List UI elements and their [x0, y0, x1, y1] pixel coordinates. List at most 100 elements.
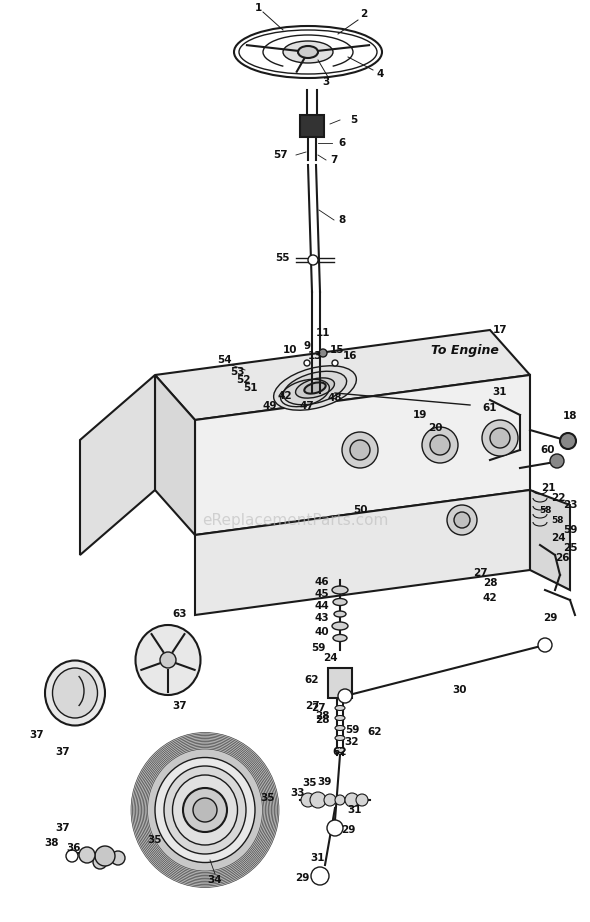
- Text: 62: 62: [368, 727, 382, 737]
- Text: 1: 1: [254, 3, 261, 13]
- Text: 50: 50: [353, 505, 367, 515]
- Circle shape: [160, 652, 176, 668]
- Text: 54: 54: [218, 355, 232, 365]
- Text: 9: 9: [303, 341, 310, 351]
- Text: 59: 59: [345, 725, 359, 735]
- Polygon shape: [195, 490, 530, 615]
- Text: 42: 42: [278, 391, 292, 401]
- Text: 60: 60: [541, 445, 555, 455]
- Circle shape: [324, 794, 336, 806]
- Circle shape: [430, 435, 450, 455]
- Text: To Engine: To Engine: [431, 344, 499, 357]
- Circle shape: [308, 255, 318, 265]
- Text: 31: 31: [348, 805, 362, 815]
- Circle shape: [550, 454, 564, 468]
- Ellipse shape: [335, 736, 345, 740]
- Text: 21: 21: [541, 483, 555, 493]
- Text: 47: 47: [300, 401, 314, 411]
- Text: eReplacementParts.com: eReplacementParts.com: [202, 513, 388, 527]
- Text: 31: 31: [493, 387, 507, 397]
- Text: 17: 17: [493, 325, 507, 335]
- Text: 28: 28: [483, 578, 497, 588]
- Text: 28: 28: [314, 715, 329, 725]
- Text: 29: 29: [295, 873, 309, 883]
- Text: 49: 49: [263, 401, 277, 411]
- Ellipse shape: [53, 668, 97, 718]
- Ellipse shape: [333, 634, 347, 642]
- Circle shape: [482, 420, 518, 456]
- Text: 62: 62: [305, 675, 319, 685]
- Text: 61: 61: [483, 403, 497, 413]
- Text: 19: 19: [413, 410, 427, 420]
- Text: 30: 30: [453, 685, 467, 695]
- Ellipse shape: [136, 625, 201, 695]
- Circle shape: [338, 689, 352, 703]
- Ellipse shape: [283, 372, 347, 405]
- Text: 22: 22: [550, 493, 565, 503]
- Text: 40: 40: [314, 627, 329, 637]
- Text: 37: 37: [55, 747, 70, 757]
- Text: 48: 48: [327, 393, 342, 403]
- Ellipse shape: [164, 766, 246, 854]
- Ellipse shape: [45, 660, 105, 726]
- Polygon shape: [155, 330, 530, 420]
- Text: 59: 59: [563, 525, 577, 535]
- Text: 39: 39: [318, 777, 332, 787]
- Text: 15: 15: [330, 345, 344, 355]
- Circle shape: [356, 794, 368, 806]
- Circle shape: [560, 433, 576, 449]
- FancyBboxPatch shape: [328, 668, 352, 698]
- Text: 10: 10: [283, 345, 297, 355]
- Text: 53: 53: [230, 367, 244, 377]
- Ellipse shape: [335, 705, 345, 711]
- Polygon shape: [530, 490, 570, 590]
- Text: 63: 63: [173, 609, 187, 619]
- Text: 3: 3: [322, 77, 330, 87]
- Text: 58: 58: [540, 505, 552, 514]
- Text: 6: 6: [339, 138, 346, 148]
- Text: 26: 26: [555, 553, 569, 563]
- Circle shape: [93, 855, 107, 869]
- Circle shape: [95, 846, 115, 866]
- Text: 43: 43: [314, 613, 329, 623]
- Text: 18: 18: [563, 411, 577, 421]
- Text: 5: 5: [350, 115, 358, 125]
- Ellipse shape: [334, 611, 346, 617]
- Circle shape: [193, 798, 217, 822]
- Polygon shape: [80, 375, 155, 555]
- Circle shape: [66, 850, 78, 862]
- Ellipse shape: [274, 366, 356, 410]
- Text: 27: 27: [304, 701, 319, 711]
- Text: 37: 37: [55, 823, 70, 833]
- Ellipse shape: [296, 378, 335, 398]
- Text: 35: 35: [303, 778, 317, 788]
- Ellipse shape: [332, 622, 348, 630]
- Circle shape: [447, 505, 477, 535]
- Ellipse shape: [335, 715, 345, 720]
- Circle shape: [311, 867, 329, 885]
- Text: 29: 29: [543, 613, 557, 623]
- Text: 52: 52: [236, 375, 250, 385]
- Ellipse shape: [298, 46, 318, 58]
- Text: 42: 42: [483, 593, 497, 603]
- Ellipse shape: [155, 758, 255, 862]
- Circle shape: [342, 432, 378, 468]
- Text: 24: 24: [550, 533, 565, 543]
- Text: 59: 59: [311, 643, 325, 653]
- Ellipse shape: [283, 41, 333, 63]
- Circle shape: [183, 788, 227, 832]
- Text: 62: 62: [333, 747, 348, 757]
- Circle shape: [79, 847, 95, 863]
- Text: 27: 27: [311, 703, 325, 713]
- Ellipse shape: [333, 598, 347, 606]
- Circle shape: [319, 349, 327, 357]
- Circle shape: [327, 820, 343, 836]
- Ellipse shape: [332, 586, 348, 594]
- Circle shape: [111, 851, 125, 865]
- Text: 28: 28: [314, 711, 329, 721]
- Text: 34: 34: [208, 875, 222, 885]
- Text: 35: 35: [261, 793, 276, 803]
- Circle shape: [350, 440, 370, 460]
- FancyBboxPatch shape: [300, 115, 324, 137]
- Circle shape: [304, 360, 310, 366]
